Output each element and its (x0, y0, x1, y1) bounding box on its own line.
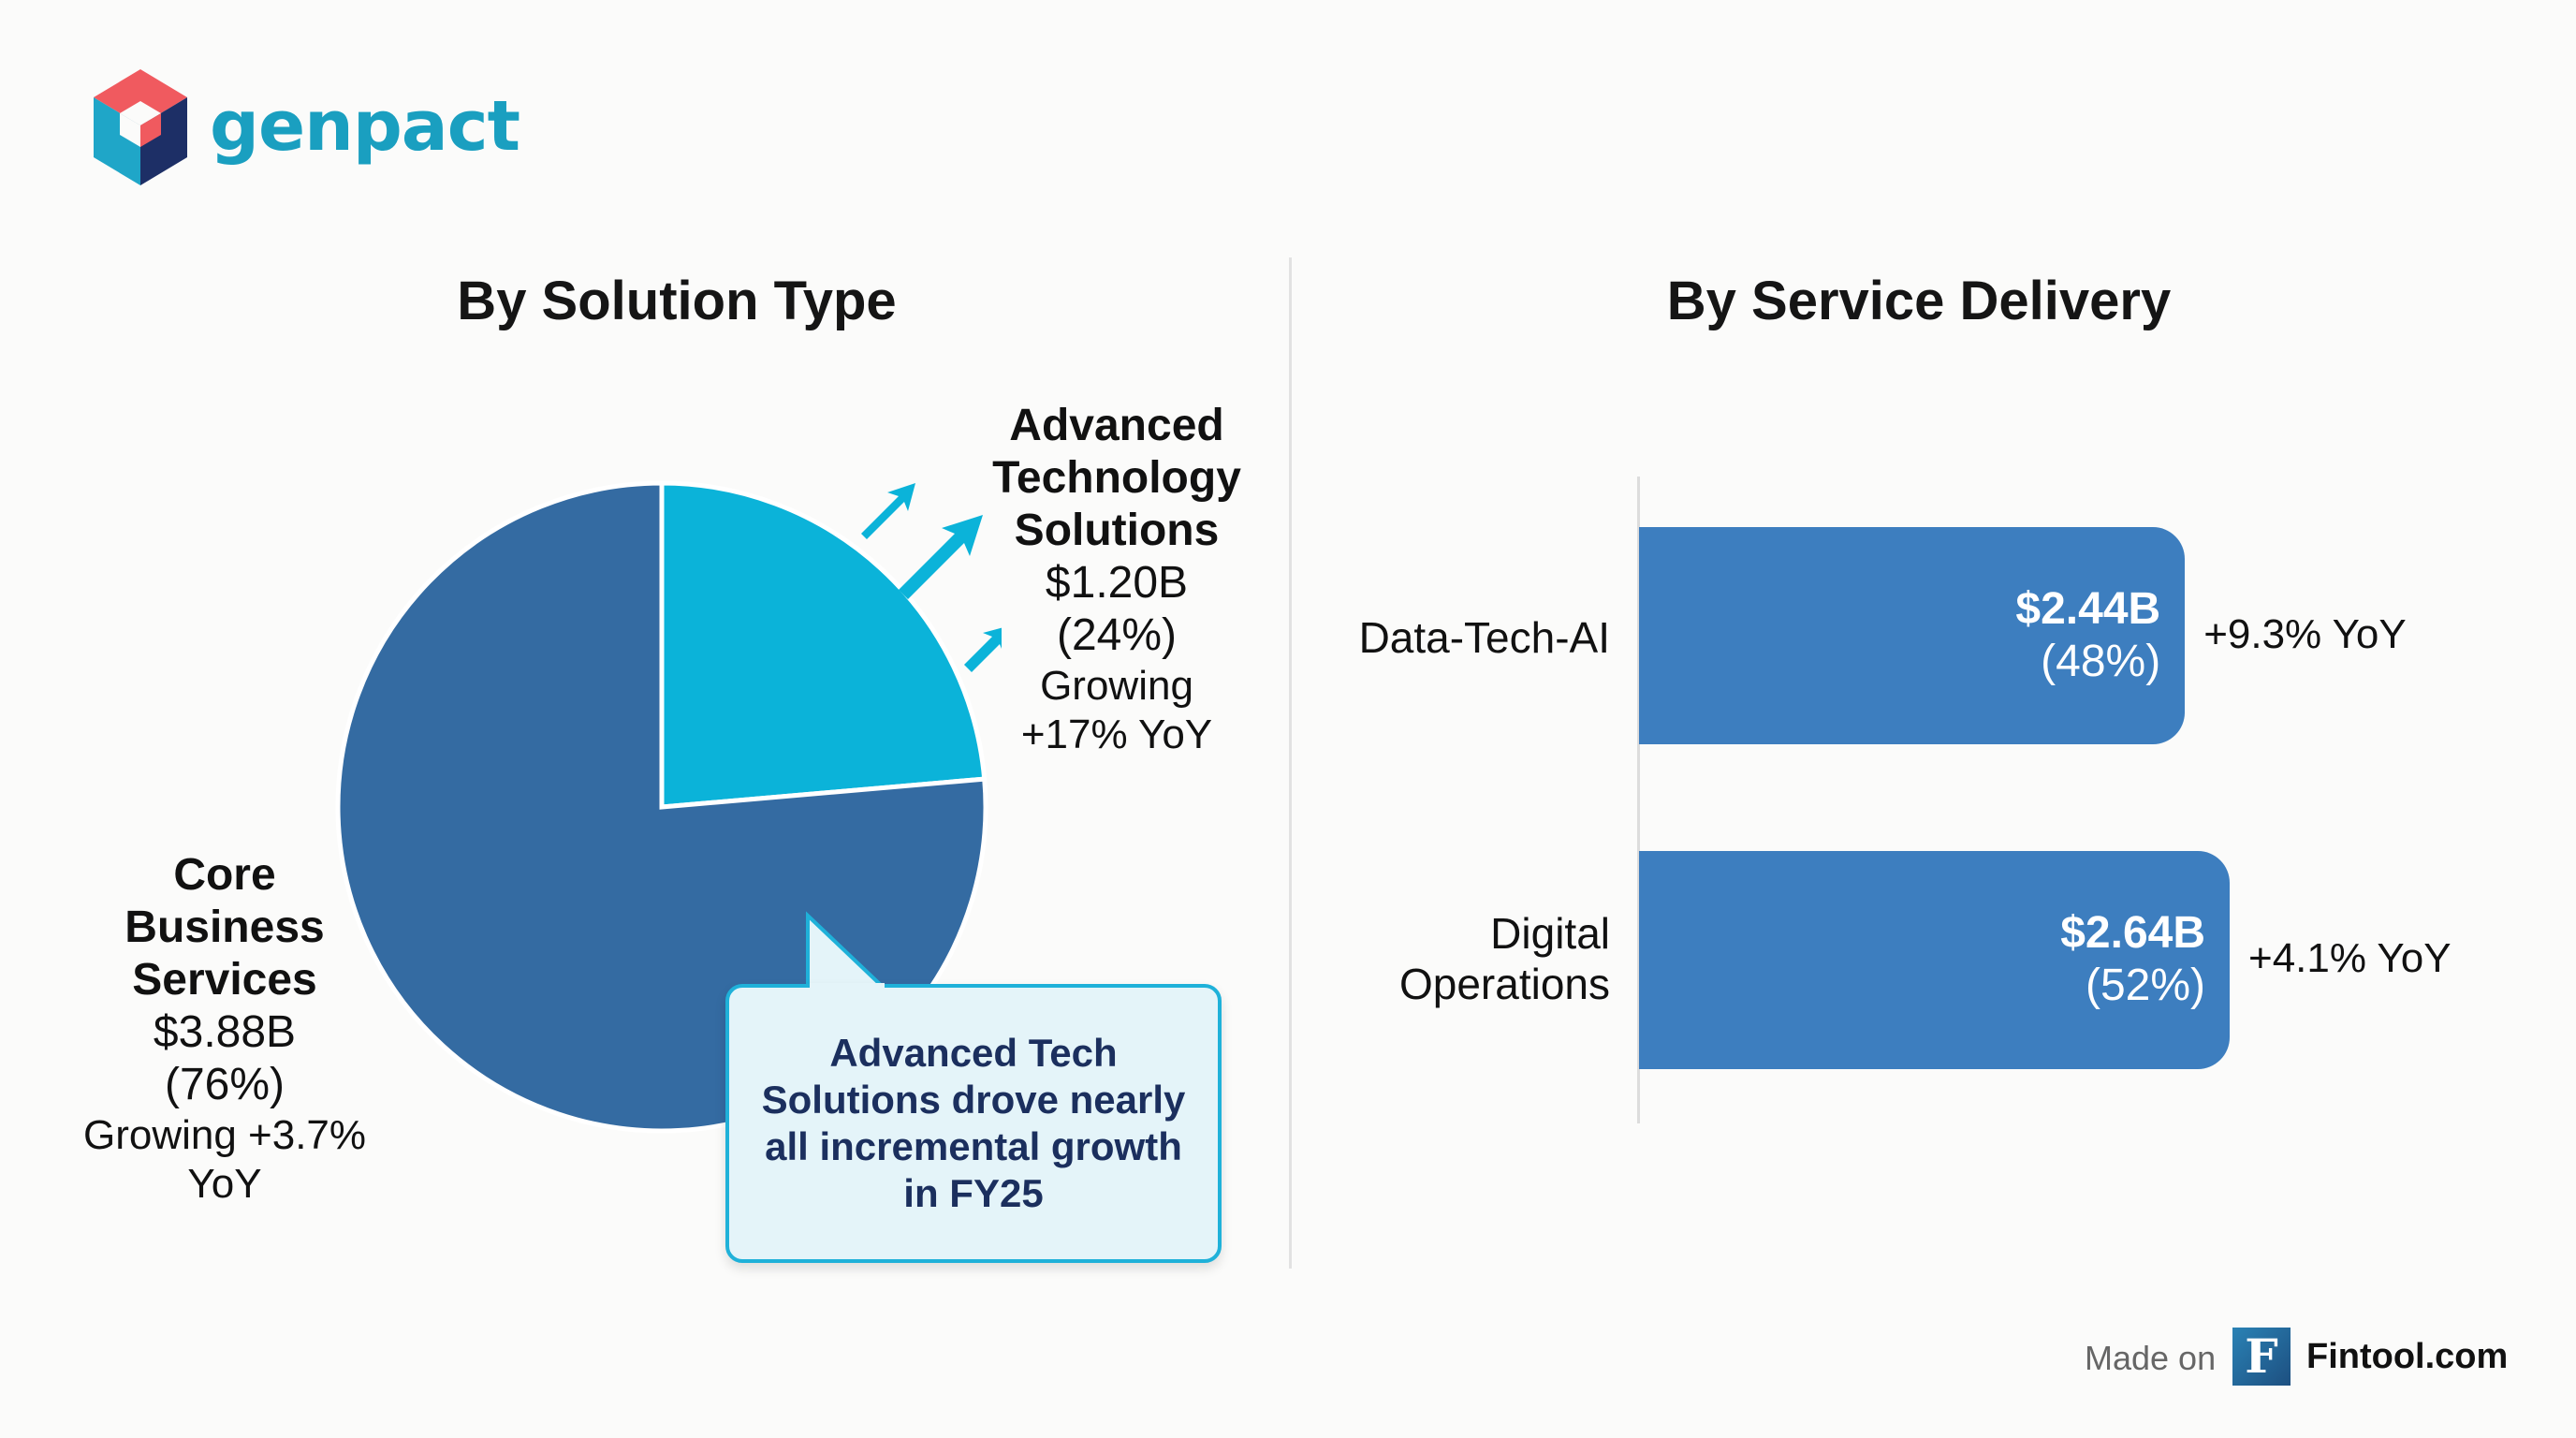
callout-tail-cover (810, 983, 885, 992)
segment-name-line: Technology (992, 453, 1241, 503)
callout-text: Advanced Tech Solutions drove nearly all… (761, 1031, 1186, 1215)
bar-digital-operations: $2.64B (52%) +4.1% YoY (1639, 851, 2452, 1069)
advanced-tech-label: Advanced Technology Solutions $1.20B (24… (992, 400, 1241, 759)
made-on-text: Made on (2085, 1339, 2217, 1377)
segment-name-line: Business (124, 902, 325, 952)
category-line: Operations (1398, 960, 1610, 1008)
segment-name-line: Advanced (1009, 401, 1224, 450)
bar-percent: (48%) (2041, 637, 2161, 686)
bar-category-label: Digital Operations (1399, 908, 1610, 1009)
segment-name-line: Core (173, 850, 276, 900)
pie-slice-advanced-tech (659, 480, 988, 810)
insight-callout: Advanced Tech Solutions drove nearly all… (725, 984, 1222, 1263)
segment-percent: (24%) (1056, 610, 1178, 660)
fintool-logo-icon: F (2232, 1328, 2291, 1386)
bar-percent: (52%) (2085, 961, 2205, 1010)
growth-arrows-icon (861, 483, 1002, 672)
bar-yoy: +4.1% YoY (2248, 935, 2452, 981)
bar-data-tech-ai: $2.44B (48%) +9.3% YoY (1639, 527, 2407, 744)
bar-category-label: Data-Tech-AI (1358, 613, 1610, 662)
bar-value: $2.64B (2060, 908, 2205, 958)
bar-value: $2.44B (2015, 584, 2161, 634)
brand-name: genpact (210, 86, 520, 167)
callout-tail (806, 911, 890, 990)
segment-name-line: Services (132, 955, 317, 1005)
segment-percent: (76%) (164, 1060, 285, 1109)
segment-value: $3.88B (153, 1007, 297, 1057)
genpact-logo-icon (94, 69, 187, 185)
bar-chart-title: By Service Delivery (1666, 271, 2172, 331)
bar-yoy: +9.3% YoY (2203, 611, 2407, 657)
panel-divider (1289, 257, 1292, 1269)
fintool-link[interactable]: Fintool.com (2306, 1337, 2509, 1376)
segment-growth: YoY (187, 1161, 262, 1207)
segment-growth: +17% YoY (1020, 712, 1213, 757)
segment-name-line: Solutions (1014, 506, 1220, 555)
segment-value: $1.20B (1045, 558, 1189, 608)
core-business-label: Core Business Services $3.88B (76%) Grow… (83, 849, 366, 1209)
segment-growth: Growing (1040, 663, 1193, 709)
bar-axis (1637, 477, 1640, 1123)
category-line: Digital (1490, 909, 1610, 958)
pie-chart-title: By Solution Type (457, 271, 897, 331)
segment-growth: Growing +3.7% (82, 1112, 367, 1158)
